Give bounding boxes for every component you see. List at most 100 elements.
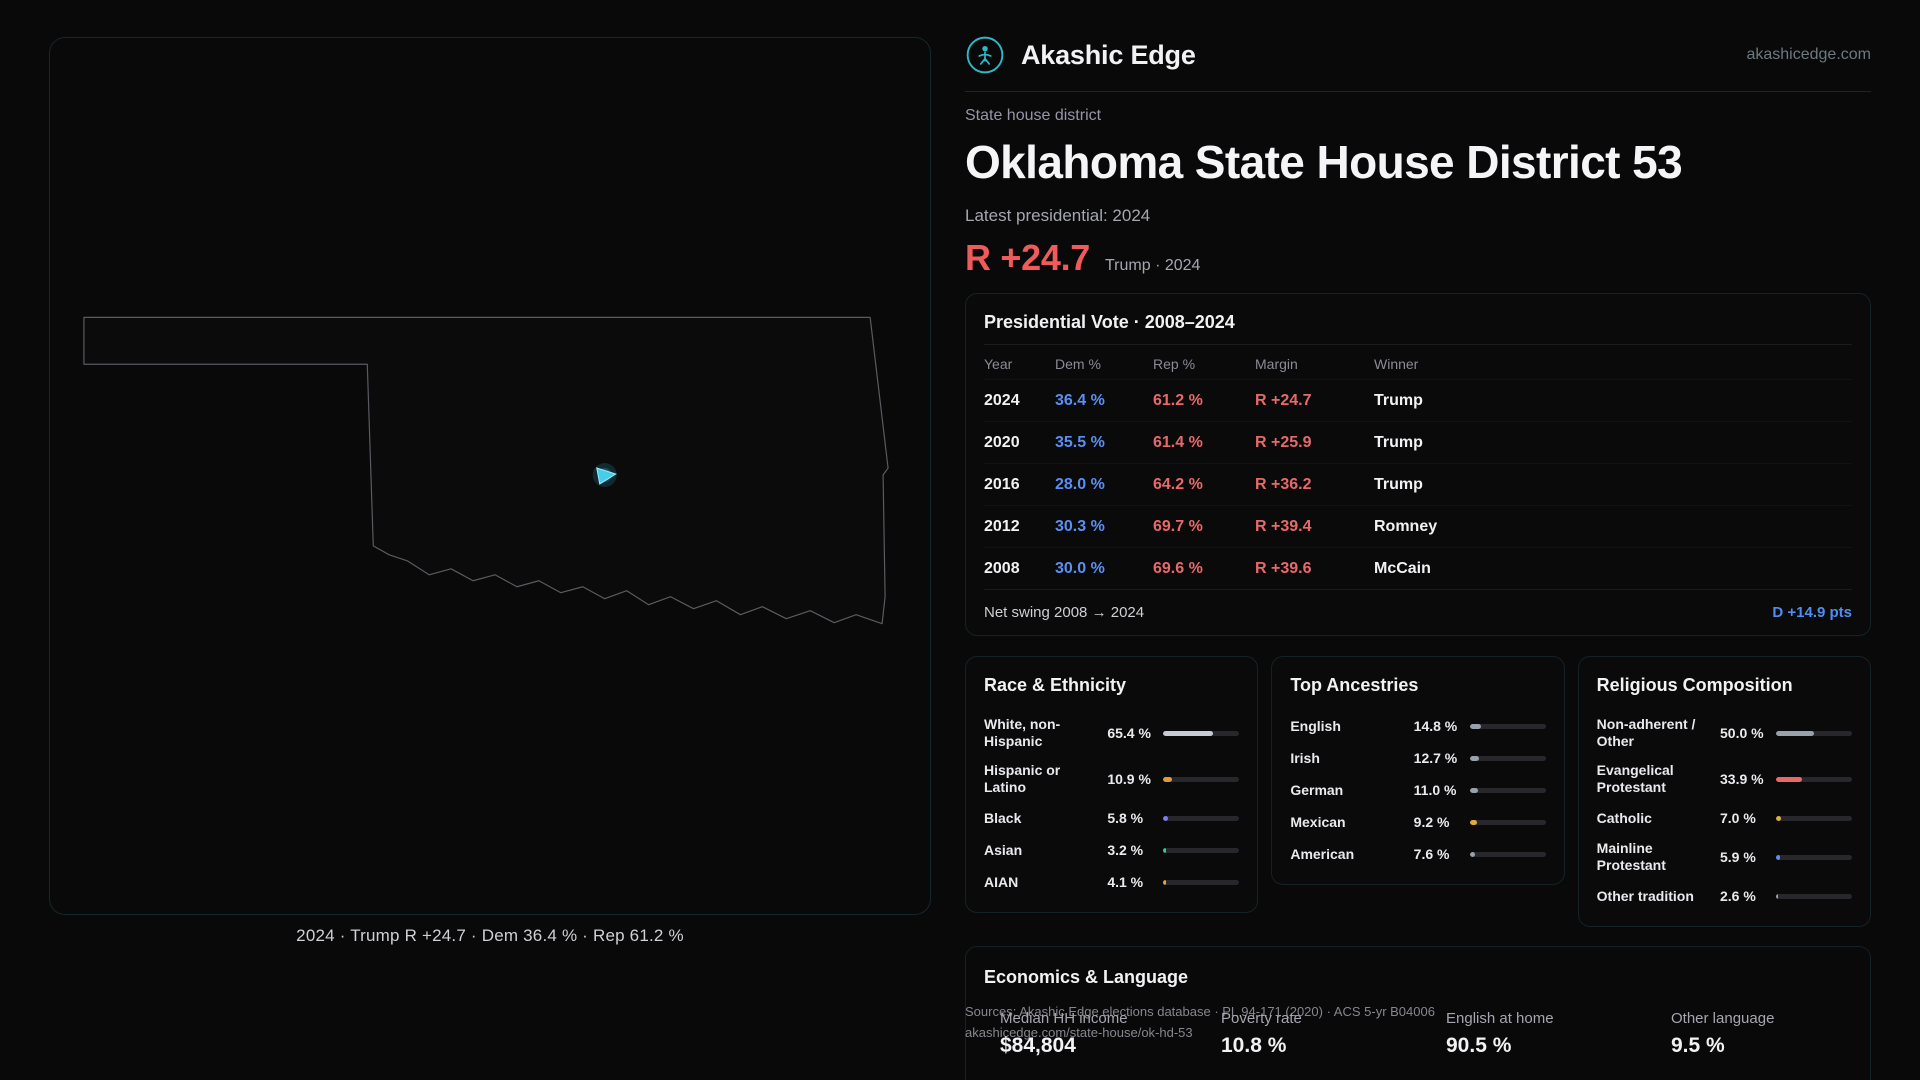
presidential-vote-card: Presidential Vote · 2008–2024 Year Dem %…	[965, 293, 1871, 636]
latest-presidential-label: Latest presidential: 2024	[965, 206, 1151, 225]
net-swing-value: D +14.9 pts	[1772, 604, 1852, 621]
table-row-2024: 2024 36.4 % 61.2 % R +24.7 Trump	[984, 379, 1852, 421]
cell-margin: R +36.2	[1255, 475, 1312, 493]
race-card-title: Race & Ethnicity	[984, 675, 1127, 695]
table-row-2016: 2016 28.0 % 64.2 % R +36.2 Trump	[984, 463, 1852, 505]
demographics-row: Race & Ethnicity White, non-Hispanic 65.…	[965, 656, 1871, 927]
cell-rep: 69.7 %	[1153, 517, 1203, 535]
district-type-eyebrow: State house district	[965, 107, 1102, 124]
demo-label: Hispanic or Latino	[984, 762, 1061, 795]
stat-label: Median HH income	[1000, 1010, 1128, 1027]
page-title: Oklahoma State House District 53	[965, 136, 1683, 188]
brand-name: Akashic Edge	[1021, 39, 1196, 70]
brand: Akashic Edge	[965, 35, 1196, 75]
demo-bar	[1163, 847, 1240, 853]
demo-label: Irish	[1290, 749, 1320, 766]
district-marker	[592, 463, 617, 487]
header-divider	[965, 91, 1871, 92]
demo-bar	[1163, 815, 1240, 821]
cell-winner: Trump	[1374, 433, 1423, 451]
col-winner: Winner	[1374, 356, 1419, 372]
demo-bar	[1469, 755, 1546, 761]
cell-year: 2008	[984, 559, 1020, 577]
state-map	[83, 316, 889, 625]
religion-row: Non-adherent / Other 50.0 %	[1597, 710, 1852, 756]
demo-value: 5.8 %	[1107, 810, 1144, 826]
content-column: Akashic Edge akashicedge.com State house…	[965, 0, 1871, 1080]
headline-margin-row: R +24.7 Trump · 2024	[965, 237, 1871, 279]
net-swing-label: Net swing 2008 → 2024	[984, 604, 1145, 621]
table-row-2020: 2020 35.5 % 61.4 % R +25.9 Trump	[984, 421, 1852, 463]
religion-card-title: Religious Composition	[1596, 675, 1793, 695]
demo-value: 33.9 %	[1720, 771, 1764, 787]
map-caption: 2024 · Trump R +24.7 · Dem 36.4 % · Rep …	[296, 926, 684, 945]
demo-label: White, non-Hispanic	[984, 716, 1061, 749]
ancestries-card-title: Top Ancestries	[1290, 675, 1419, 695]
site-link[interactable]: akashicedge.com	[1746, 46, 1871, 63]
stat-value: $84,804	[1000, 1034, 1076, 1057]
brand-logo-icon	[965, 35, 1005, 75]
race-row: White, non-Hispanic 65.4 %	[984, 710, 1240, 756]
demo-label: Mexican	[1290, 813, 1346, 830]
top-ancestries-card: Top Ancestries English 14.8 % Irish 12.7…	[1271, 656, 1565, 885]
cell-dem: 30.3 %	[1055, 517, 1105, 535]
religion-row: Other tradition 2.6 %	[1597, 880, 1852, 912]
ancestry-row: Irish 12.7 %	[1290, 742, 1546, 774]
demo-bar	[1776, 815, 1852, 821]
district-map-panel	[49, 37, 931, 915]
demo-value: 12.7 %	[1413, 750, 1458, 766]
sources-line-1: Sources: Akashic Edge elections database…	[965, 1004, 1435, 1019]
demo-value: 5.9 %	[1720, 849, 1756, 865]
religion-row: Catholic 7.0 %	[1597, 802, 1852, 834]
demo-value: 9.2 %	[1413, 814, 1450, 830]
cell-year: 2016	[984, 475, 1020, 493]
cell-dem: 30.0 %	[1055, 559, 1105, 577]
stat-value: 90.5 %	[1446, 1034, 1512, 1057]
demo-value: 2.6 %	[1720, 888, 1756, 904]
cell-rep: 69.6 %	[1153, 559, 1203, 577]
stat-other-language: Other language 9.5 %	[1671, 1010, 1852, 1058]
demo-bar	[1776, 776, 1852, 782]
demo-bar	[1776, 854, 1852, 860]
economics-card: Economics & Language Median HH income $8…	[965, 946, 1871, 1080]
race-row: Asian 3.2 %	[984, 834, 1240, 866]
presidential-card-title: Presidential Vote · 2008–2024	[984, 312, 1235, 332]
demo-bar	[1163, 879, 1240, 885]
header: Akashic Edge akashicedge.com	[965, 32, 1871, 78]
stat-english-at-home: English at home 90.5 %	[1446, 1010, 1671, 1058]
cell-margin: R +39.4	[1255, 517, 1312, 535]
stat-value: 9.5 %	[1671, 1034, 1725, 1057]
headline-margin: R +24.7	[965, 237, 1090, 278]
cell-dem: 36.4 %	[1055, 391, 1105, 409]
stat-label: English at home	[1446, 1010, 1554, 1027]
economics-stats-row: Median HH income $84,804 Poverty rate 10…	[984, 1010, 1852, 1058]
demo-bar	[1469, 787, 1546, 793]
cell-winner: McCain	[1374, 559, 1431, 577]
demo-value: 3.2 %	[1107, 842, 1144, 858]
religious-composition-card: Religious Composition Non-adherent / Oth…	[1577, 656, 1871, 927]
demo-bar	[1163, 730, 1240, 736]
demo-bar	[1776, 730, 1852, 736]
demo-value: 11.0 %	[1413, 782, 1457, 798]
demo-value: 50.0 %	[1720, 725, 1764, 741]
race-row: Hispanic or Latino 10.9 %	[984, 756, 1240, 802]
card-title-rule	[984, 344, 1852, 345]
net-swing-row: Net swing 2008 → 2024 D +14.9 pts	[984, 589, 1852, 635]
cell-dem: 28.0 %	[1055, 475, 1105, 493]
cell-margin: R +24.7	[1255, 391, 1312, 409]
stat-label: Poverty rate	[1221, 1010, 1302, 1027]
cell-margin: R +39.6	[1255, 559, 1312, 577]
cell-rep: 61.2 %	[1153, 391, 1203, 409]
cell-winner: Trump	[1374, 475, 1423, 493]
ancestry-row: Mexican 9.2 %	[1290, 806, 1546, 838]
demo-label: American	[1290, 845, 1355, 862]
demo-bar	[1469, 851, 1546, 857]
religion-row: Evangelical Protestant 33.9 %	[1597, 756, 1852, 802]
demo-label: Catholic	[1596, 809, 1652, 826]
stat-value: 10.8 %	[1221, 1034, 1287, 1057]
religion-row: Mainline Protestant 5.9 %	[1597, 834, 1852, 880]
cell-year: 2020	[984, 433, 1020, 451]
ancestry-row: English 14.8 %	[1290, 710, 1546, 742]
race-ethnicity-card: Race & Ethnicity White, non-Hispanic 65.…	[965, 656, 1259, 913]
